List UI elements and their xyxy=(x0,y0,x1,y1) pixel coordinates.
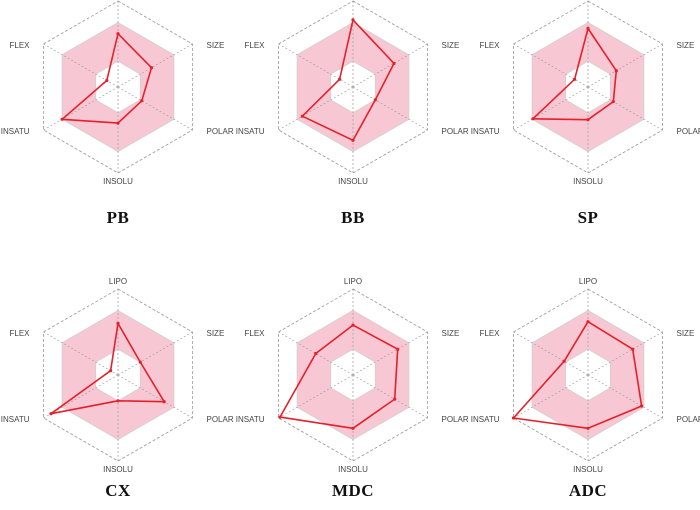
profile-point-polar xyxy=(162,400,166,404)
profile-point-insolu xyxy=(116,121,120,125)
profile-point-flex xyxy=(314,351,318,356)
axis-label-lipo: LIPO xyxy=(109,277,127,286)
profile-point-size xyxy=(149,66,154,70)
grid-ring-outer xyxy=(278,0,428,174)
optimal-range-band xyxy=(297,310,409,440)
profile-point-polar xyxy=(140,99,144,103)
profile-point-size xyxy=(614,69,618,73)
profile-point-insolu xyxy=(586,118,590,122)
axis-label-insatu: INSATU xyxy=(236,127,265,136)
panel-title: PB xyxy=(107,208,130,227)
axis-label-flex: FLEX xyxy=(9,41,30,50)
radar-panel-pb: LIPOSIZEPOLARINSOLUINSATUFLEXPB xyxy=(1,0,234,227)
profile-point-polar xyxy=(640,404,644,408)
axis-label-lipo: LIPO xyxy=(579,277,597,286)
profile-point-flex xyxy=(573,77,577,81)
profile-point-insolu xyxy=(586,426,590,430)
axis-label-size: SIZE xyxy=(677,329,695,338)
profile-point-insatu xyxy=(300,114,304,118)
axis-label-insolu: INSOLU xyxy=(573,465,603,474)
radar-panel-sp: LIPOSIZEPOLARINSOLUINSATUFLEXSP xyxy=(471,0,700,227)
axis-label-insatu: INSATU xyxy=(471,415,500,424)
optimal-range-band xyxy=(532,310,644,440)
axis-label-lipo: LIPO xyxy=(344,277,362,286)
axis-label-flex: FLEX xyxy=(9,329,30,338)
profile-point-size xyxy=(631,347,635,351)
axis-label-insolu: INSOLU xyxy=(103,465,133,474)
axis-label-insatu: INSATU xyxy=(1,415,30,424)
radar-panel-mdc: LIPO SIZE POLAR INSOLU INSATU FLEX MDC xyxy=(236,277,469,500)
profile-point-insolu xyxy=(116,399,120,403)
profile-point-insatu xyxy=(531,117,535,121)
grid-ring-outer xyxy=(43,288,193,462)
radar-panel-cx: LIPO SIZE POLAR INSOLU INSATU FLEX CX xyxy=(1,277,234,500)
profile-point-insatu xyxy=(49,412,53,416)
profile-point-polar xyxy=(611,100,615,104)
panel-title: SP xyxy=(578,208,599,227)
grid-ring-outer xyxy=(513,288,663,462)
axis-label-flex: FLEX xyxy=(244,329,265,338)
axis-label-polar: POLAR xyxy=(207,415,234,424)
profile-point-flex xyxy=(109,369,113,373)
profile-point-size xyxy=(138,360,142,364)
grid-ring-outer xyxy=(43,0,193,174)
profile-point-lipo xyxy=(586,26,590,31)
axis-label-flex: FLEX xyxy=(479,329,500,338)
axis-label-insolu: INSOLU xyxy=(338,465,368,474)
optimal-range-band xyxy=(62,310,174,440)
profile-point-polar xyxy=(393,397,397,401)
axis-label-insolu: INSOLU xyxy=(338,177,368,186)
profile-point-insolu xyxy=(351,426,355,430)
axis-label-size: SIZE xyxy=(207,329,225,338)
profile-point-insatu xyxy=(511,416,516,420)
axis-label-polar: POLAR xyxy=(442,415,469,424)
axis-label-polar: POLAR xyxy=(677,127,700,136)
panel-title: CX xyxy=(105,481,131,500)
axis-label-size: SIZE xyxy=(677,41,695,50)
profile-point-lipo xyxy=(116,321,120,325)
axis-label-size: SIZE xyxy=(442,41,460,50)
profile-point-flex xyxy=(105,78,109,83)
radar-panel-bb: LIPOSIZEPOLARINSOLUINSATUFLEXBB xyxy=(236,0,469,227)
axis-label-insatu: INSATU xyxy=(471,127,500,136)
profile-point-flex xyxy=(338,77,342,81)
axis-label-polar: POLAR xyxy=(677,415,700,424)
profile-point-insatu xyxy=(60,117,64,121)
optimal-range-band xyxy=(62,22,174,152)
grid-ring-outer xyxy=(513,0,663,174)
profile-point-insolu xyxy=(351,138,355,142)
panel-title: ADC xyxy=(569,481,607,500)
axis-label-size: SIZE xyxy=(207,41,225,50)
panel-title: MDC xyxy=(332,481,374,500)
profile-point-insatu xyxy=(278,415,282,419)
profile-point-size xyxy=(392,61,396,65)
axis-label-flex: FLEX xyxy=(479,41,500,50)
radar-panel-adc: LIPO SIZE POLAR INSOLU INSATU FLEX ADC xyxy=(471,277,700,500)
profile-point-lipo xyxy=(351,18,355,22)
axis-label-polar: POLAR xyxy=(207,127,234,136)
optimal-range-band xyxy=(297,22,409,152)
profile-point-size xyxy=(396,347,400,351)
profile-point-lipo xyxy=(586,320,590,324)
profile-point-lipo xyxy=(116,32,120,36)
axis-label-insolu: INSOLU xyxy=(103,177,133,186)
panel-title: BB xyxy=(341,208,365,227)
grid-ring-outer xyxy=(278,288,428,462)
profile-point-lipo xyxy=(351,323,355,327)
axis-label-insatu: INSATU xyxy=(1,127,30,136)
axis-label-polar: POLAR xyxy=(442,127,469,136)
axis-label-flex: FLEX xyxy=(244,41,265,50)
profile-point-flex xyxy=(562,359,566,363)
axis-label-size: SIZE xyxy=(442,329,460,338)
axis-label-insatu: INSATU xyxy=(236,415,265,424)
profile-point-polar xyxy=(373,98,377,102)
axis-label-insolu: INSOLU xyxy=(573,177,603,186)
